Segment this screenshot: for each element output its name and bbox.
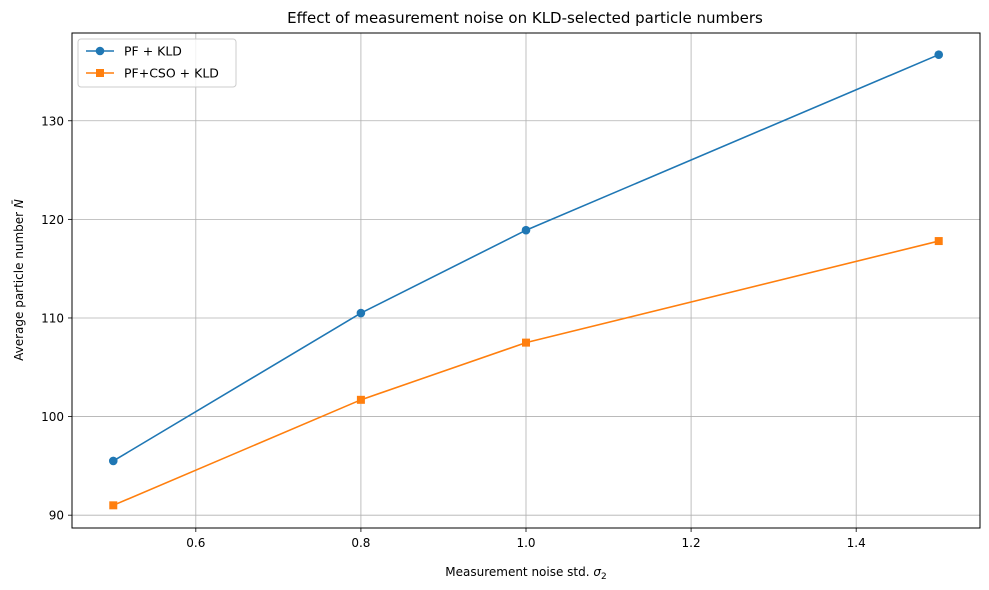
data-point (521, 225, 531, 235)
series-line (112, 53, 940, 462)
data-point (109, 501, 118, 510)
y-tick-label: 90 (49, 509, 64, 523)
data-point (934, 237, 943, 246)
y-axis-label: Average particle number N̄ (12, 199, 26, 361)
series-layer (108, 50, 944, 510)
ticks: 0.6 0.8 1.0 1.2 1.4 90 100 110 120 130 (41, 114, 866, 550)
x-axis-label: Measurement noise std. σ2 (445, 565, 606, 582)
y-tick-label: 130 (41, 114, 64, 128)
data-point (522, 338, 530, 347)
legend-label: PF+CSO + KLD (124, 66, 219, 81)
legend: PF + KLD PF+CSO + KLD (77, 38, 237, 88)
legend-box (77, 38, 237, 88)
x-tick-label: 0.6 (186, 536, 205, 550)
y-tick-label: 100 (41, 410, 64, 424)
data-point (356, 308, 366, 318)
data-point (934, 50, 944, 59)
y-tick-label: 110 (41, 311, 64, 325)
legend-label: PF + KLD (124, 44, 182, 59)
data-point (108, 456, 118, 466)
grid (72, 33, 980, 528)
legend-marker (96, 69, 104, 77)
x-tick-label: 1.2 (682, 536, 701, 550)
data-point (356, 395, 365, 404)
y-tick-label: 120 (41, 213, 64, 227)
series-line (112, 240, 939, 507)
legend-marker (95, 46, 105, 56)
chart-title: Effect of measurement noise on KLD-selec… (287, 9, 763, 27)
x-tick-label: 0.8 (351, 536, 370, 550)
x-tick-label: 1.0 (516, 536, 535, 550)
x-tick-label: 1.4 (847, 536, 866, 550)
